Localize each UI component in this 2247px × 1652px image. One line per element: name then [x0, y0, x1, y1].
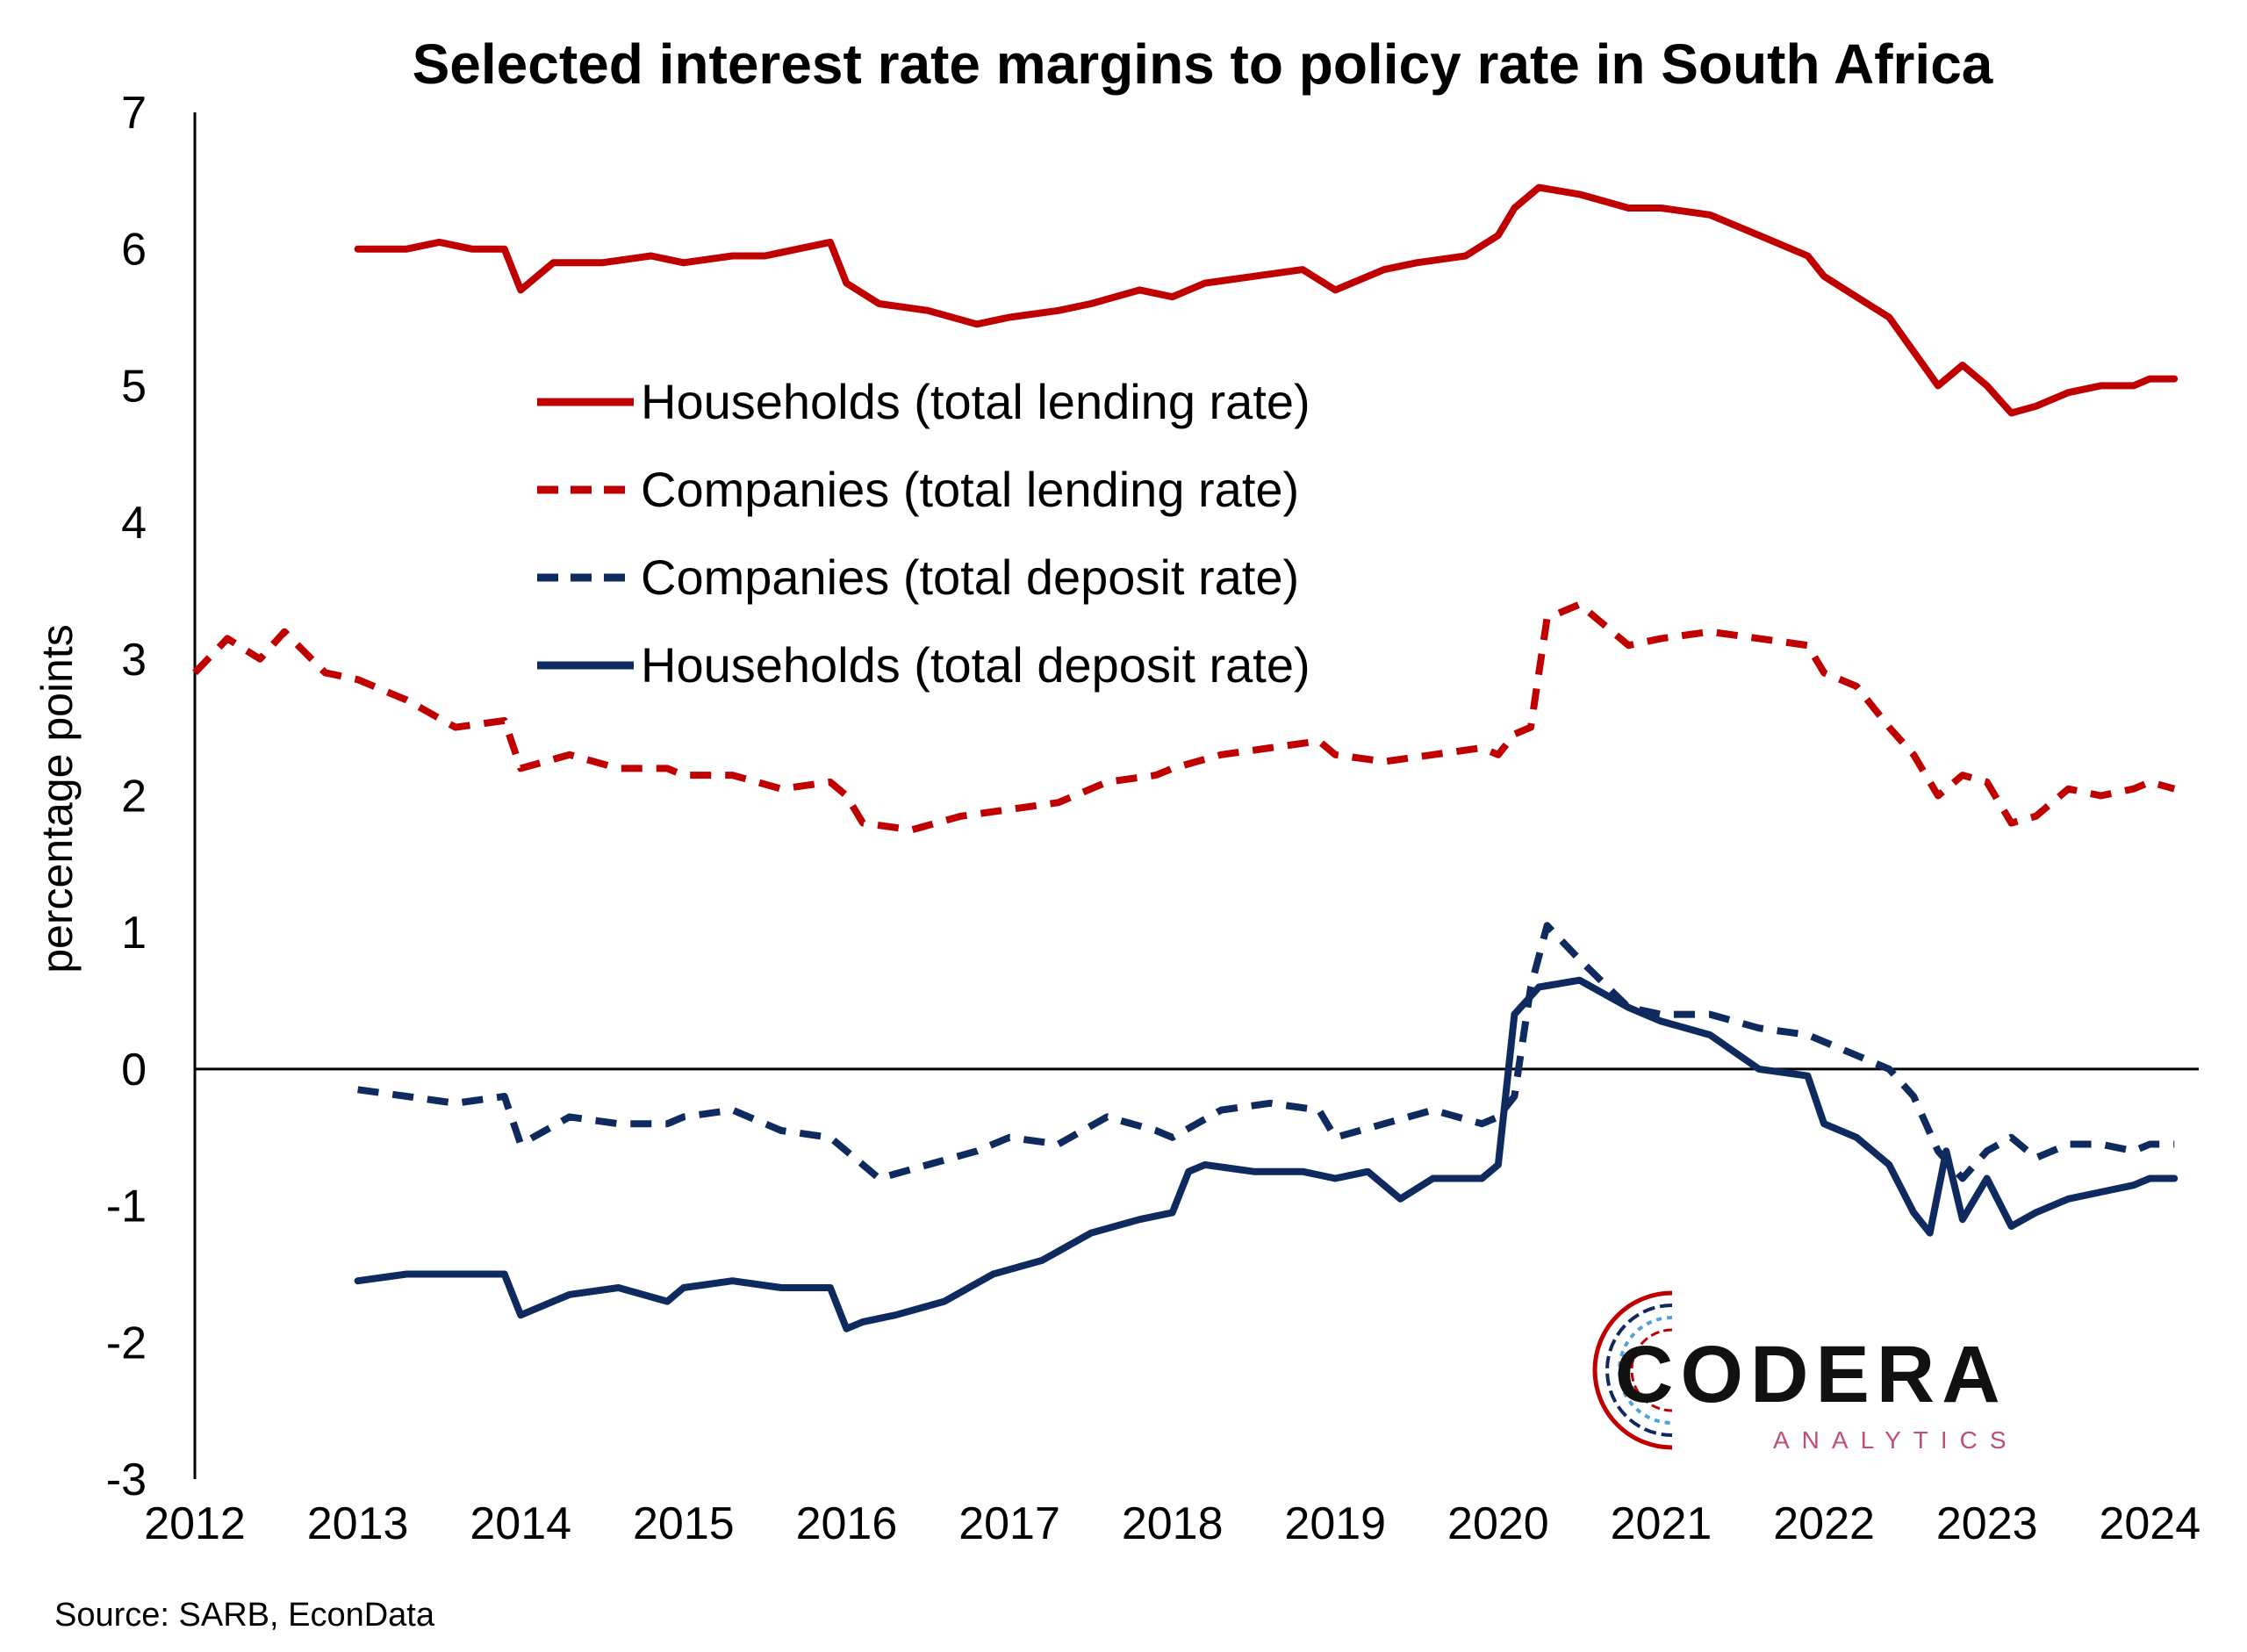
series-line-4 — [354, 976, 2179, 1332]
chart-title: Selected interest rate margins to policy… — [413, 32, 1993, 96]
y-tick-label: 0 — [121, 1045, 147, 1095]
legend-label: Companies (total lending rate) — [641, 462, 1299, 517]
legend: Households (total lending rate) Companies… — [537, 374, 1310, 693]
y-tick-label: -2 — [106, 1318, 147, 1368]
x-tick-label: 2023 — [1936, 1498, 2038, 1549]
series-line-3 — [357, 922, 2175, 1182]
logo-emblem-icon — [1592, 1290, 1673, 1450]
y-tick-label: 2 — [121, 772, 147, 822]
source-note: Source: SARB, EconData — [54, 1597, 435, 1634]
x-tick-label: 2012 — [144, 1498, 246, 1549]
series-line-1 — [354, 183, 2179, 417]
x-tick-label: 2021 — [1611, 1498, 1712, 1549]
x-tick-label: 2016 — [796, 1498, 898, 1549]
x-tick-label: 2014 — [470, 1498, 571, 1549]
series-layer — [192, 183, 2179, 1332]
x-tick-label: 2022 — [1773, 1498, 1875, 1549]
y-tick-label: 1 — [121, 908, 147, 959]
y-tick-label: -3 — [106, 1454, 147, 1505]
x-tick-label: 2017 — [958, 1498, 1060, 1549]
x-tick-label: 2013 — [307, 1498, 409, 1549]
y-tick-label: -1 — [106, 1182, 147, 1232]
logo-name: CODERA — [1615, 1330, 2007, 1419]
x-tick-label: 2015 — [633, 1498, 735, 1549]
logo-tagline: ANALYTICS — [1773, 1426, 2019, 1454]
legend-label: Households (total deposit rate) — [641, 637, 1310, 693]
series-line-2 — [192, 600, 2176, 834]
y-tick-label: 7 — [121, 88, 147, 139]
x-tick-label: 2019 — [1284, 1498, 1386, 1549]
legend-label: Companies (total deposit rate) — [641, 549, 1299, 605]
x-tick-label: 2024 — [2099, 1498, 2200, 1549]
y-tick-label: 3 — [121, 635, 147, 686]
y-tick-label: 5 — [121, 361, 147, 412]
y-axis-label: percentage points — [32, 624, 82, 973]
x-tick-label: 2020 — [1447, 1498, 1549, 1549]
codera-logo: CODERA ANALYTICS — [1592, 1290, 2019, 1454]
legend-label: Households (total lending rate) — [641, 374, 1310, 429]
y-tick-label: 6 — [121, 225, 147, 276]
x-tick-label: 2018 — [1122, 1498, 1224, 1549]
y-tick-label: 4 — [121, 498, 147, 549]
